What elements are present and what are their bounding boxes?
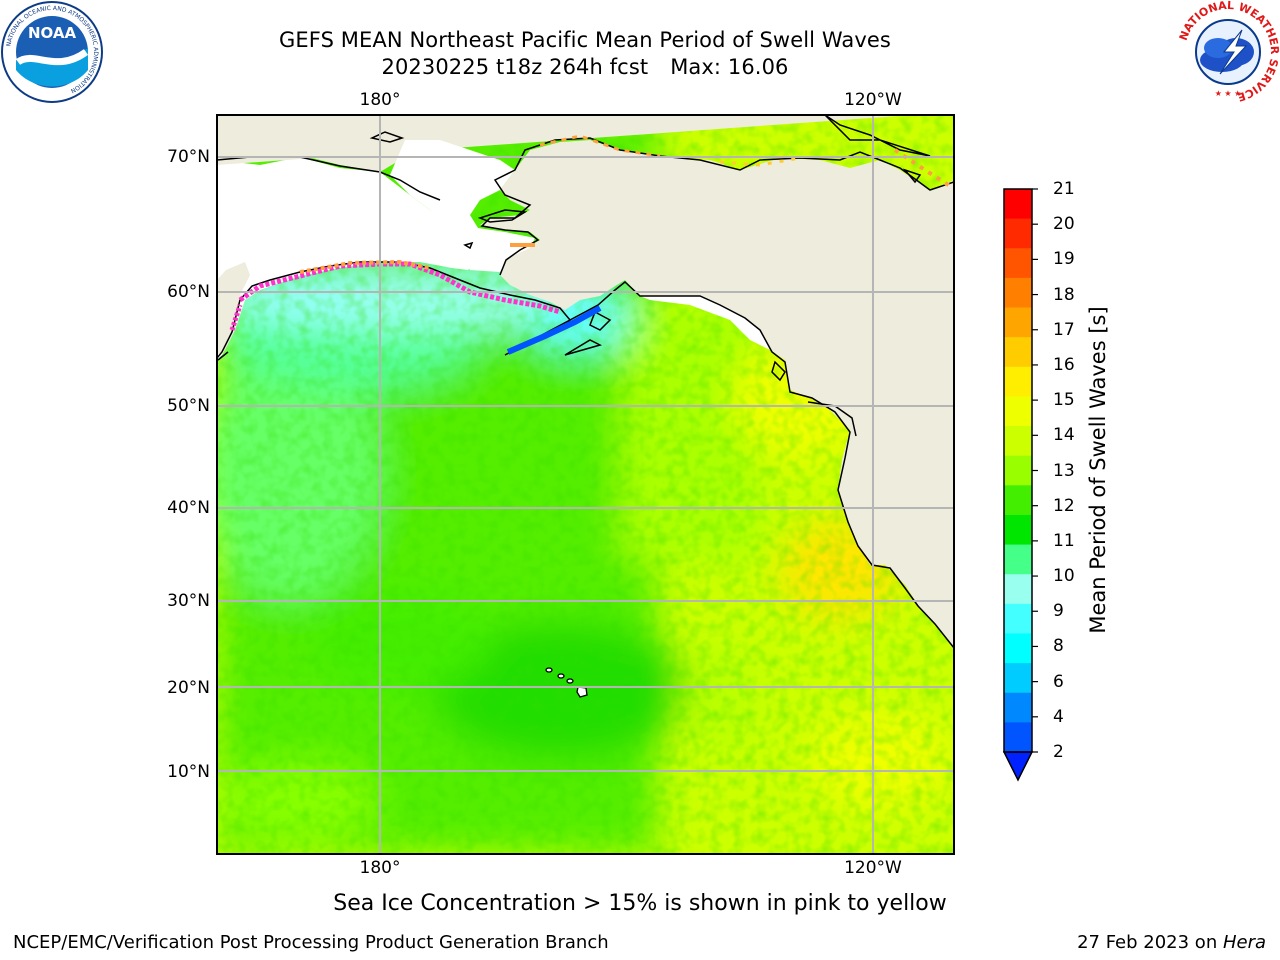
lat-label-50n: 50°N <box>167 396 210 416</box>
colorbar-tick-label: 4 <box>1053 706 1064 727</box>
footer-date-text: 27 Feb 2023 on <box>1077 932 1223 953</box>
colorbar-swatch <box>1004 574 1032 605</box>
colorbar-tick-label: 16 <box>1053 354 1075 375</box>
colorbar-swatch <box>1004 277 1032 309</box>
lat-label-30n: 30°N <box>167 591 210 611</box>
colorbar-swatch <box>1004 307 1032 338</box>
colorbar-swatch <box>1004 485 1032 516</box>
footer-date: 27 Feb 2023 on Hera <box>1077 932 1266 954</box>
noaa-logo-text: NOAA <box>28 24 77 42</box>
swell-period-field <box>217 115 954 854</box>
lon-label-bottom-180: 180° <box>359 858 401 878</box>
colorbar-tick-label: 13 <box>1053 460 1075 481</box>
nws-logo: NATIONAL WEATHER SERVICE ★ ★ ★ <box>1177 0 1280 104</box>
colorbar-swatch <box>1004 455 1032 486</box>
footer-machine: Hera <box>1222 932 1266 953</box>
colorbar-swatch <box>1004 337 1032 368</box>
chart-title: GEFS MEAN Northeast Pacific Mean Period … <box>279 28 891 52</box>
colorbar-tick-label: 15 <box>1053 390 1075 411</box>
colorbar-swatch <box>1004 396 1032 427</box>
colorbar-swatch <box>1004 663 1032 694</box>
colorbar-tick-label: 14 <box>1053 425 1075 446</box>
lat-label-20n: 20°N <box>167 678 210 698</box>
colorbar-tick-label: 6 <box>1053 671 1064 692</box>
colorbar-swatch <box>1004 544 1032 575</box>
colorbar-swatch <box>1004 514 1032 546</box>
lat-label-60n: 60°N <box>167 282 210 302</box>
svg-text:★ ★ ★: ★ ★ ★ <box>1215 89 1242 98</box>
lon-label-top-120w: 120°W <box>844 90 902 110</box>
colorbar-tick-label: 21 <box>1053 179 1075 199</box>
colorbar-swatch <box>1004 366 1032 397</box>
colorbar-tick-label: 17 <box>1053 319 1075 340</box>
lat-label-40n: 40°N <box>167 498 210 518</box>
colorbar-tick-label: 18 <box>1053 284 1075 305</box>
graticule <box>217 115 954 854</box>
colorbar-swatch <box>1004 692 1032 723</box>
colorbar-swatch <box>1004 603 1032 634</box>
lon-label-top-180: 180° <box>359 90 401 110</box>
lat-label-70n: 70°N <box>167 147 210 167</box>
colorbar-tick-label: 20 <box>1053 214 1075 235</box>
max-value-label: Max: 16.06 <box>670 55 789 79</box>
map-frame <box>216 114 955 855</box>
colorbar-swatch <box>1004 248 1032 279</box>
colorbar-tick-label: 19 <box>1053 249 1075 270</box>
sea-ice-note: Sea Ice Concentration > 15% is shown in … <box>333 891 947 916</box>
colorbar-swatch <box>1004 189 1032 220</box>
colorbar-tick-label: 11 <box>1053 530 1075 551</box>
footer-credit: NCEP/EMC/Verification Post Processing Pr… <box>13 932 609 953</box>
colorbar-tick-label: 10 <box>1053 566 1075 587</box>
noaa-logo: NOAA NATIONAL OCEANIC AND ATMOSPHERIC AD… <box>1 1 103 103</box>
colorbar-label: Mean Period of Swell Waves [s] <box>1086 306 1110 634</box>
colorbar-tick-label: 9 <box>1053 601 1064 622</box>
colorbar-tick-label: 2 <box>1053 742 1064 762</box>
colorbar-swatch <box>1004 218 1032 249</box>
forecast-run-label: 20230225 t18z 264h fcst <box>381 55 649 79</box>
colorbar <box>1002 188 1038 782</box>
colorbar-swatch <box>1004 722 1032 753</box>
colorbar-swatch <box>1004 426 1032 457</box>
lat-label-10n: 10°N <box>167 762 210 782</box>
colorbar-swatch <box>1004 633 1032 664</box>
colorbar-tick-label: 12 <box>1053 495 1075 516</box>
colorbar-tick-label: 8 <box>1053 636 1064 657</box>
chart-subtitle: 20230225 t18z 264h fcst Max: 16.06 <box>0 54 1170 80</box>
colorbar-extend-arrow <box>1002 751 1034 782</box>
lon-label-bottom-120w: 120°W <box>844 858 902 878</box>
